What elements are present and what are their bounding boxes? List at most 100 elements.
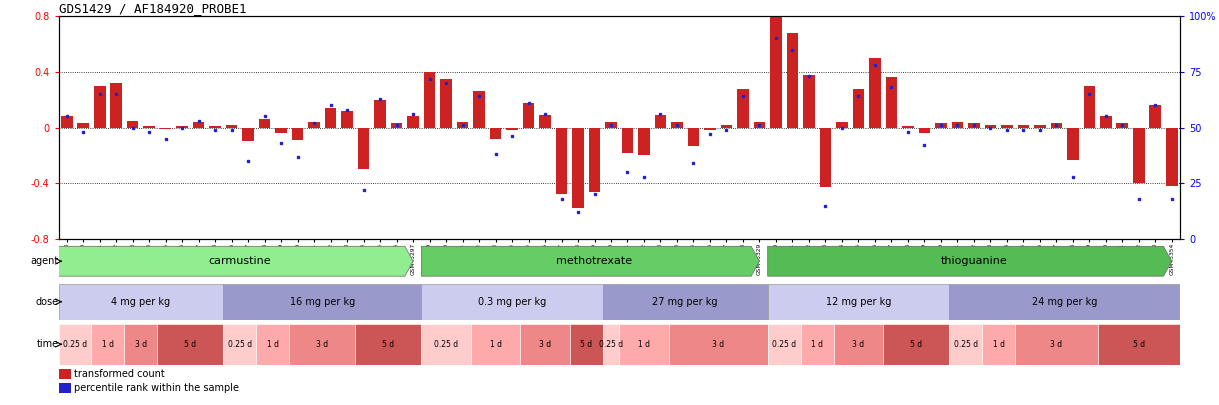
Text: dose: dose	[35, 297, 59, 307]
Bar	[157, 324, 223, 364]
Text: thioguanine: thioguanine	[941, 256, 1007, 266]
Bar	[753, 122, 766, 128]
Text: 1 d: 1 d	[638, 340, 650, 349]
Bar	[223, 284, 422, 320]
Bar	[786, 33, 798, 128]
Text: transformed count: transformed count	[74, 369, 165, 379]
Text: 0.25 d: 0.25 d	[228, 340, 252, 349]
Bar	[869, 58, 880, 128]
Bar	[539, 115, 551, 128]
Bar	[672, 122, 683, 128]
Bar	[952, 122, 963, 128]
Bar	[655, 115, 667, 128]
Bar	[1051, 124, 1062, 128]
Bar	[1034, 125, 1046, 128]
Bar	[422, 284, 602, 320]
Bar	[243, 128, 254, 141]
Text: 3 d: 3 d	[1051, 340, 1063, 349]
Bar	[606, 122, 617, 128]
FancyArrow shape	[59, 246, 413, 276]
Bar	[506, 128, 518, 130]
Text: 1 d: 1 d	[490, 340, 501, 349]
Text: 24 mg per kg: 24 mg per kg	[1031, 297, 1097, 307]
Bar	[193, 122, 205, 128]
Bar	[256, 324, 289, 364]
Bar	[440, 79, 452, 128]
Bar	[819, 128, 831, 188]
Text: 0.25 d: 0.25 d	[63, 340, 87, 349]
Bar	[473, 92, 485, 128]
Bar	[720, 125, 733, 128]
Text: 5 d: 5 d	[911, 340, 923, 349]
Text: GDS1429 / AF184920_PROBE1: GDS1429 / AF184920_PROBE1	[59, 2, 246, 15]
Bar	[985, 125, 996, 128]
Bar	[883, 324, 950, 364]
Bar	[1150, 105, 1160, 128]
Bar	[91, 324, 124, 364]
Bar	[852, 89, 864, 128]
Bar	[669, 324, 768, 364]
FancyArrow shape	[422, 246, 759, 276]
Bar	[705, 128, 716, 130]
Bar	[768, 324, 801, 364]
Text: 1 d: 1 d	[992, 340, 1004, 349]
Text: methotrexate: methotrexate	[556, 256, 633, 266]
Bar	[836, 122, 847, 128]
Text: 1 d: 1 d	[267, 340, 279, 349]
Bar	[59, 284, 223, 320]
Text: percentile rank within the sample: percentile rank within the sample	[74, 383, 239, 393]
Bar	[572, 128, 584, 208]
Bar	[341, 111, 354, 128]
Bar	[391, 124, 402, 128]
Bar	[223, 324, 256, 364]
Text: 0.25 d: 0.25 d	[434, 340, 458, 349]
Bar	[356, 324, 422, 364]
Bar	[902, 126, 914, 128]
Bar	[688, 128, 700, 146]
Bar	[521, 324, 569, 364]
Bar	[569, 324, 602, 364]
Text: 0.25 d: 0.25 d	[772, 340, 796, 349]
Text: 5 d: 5 d	[1132, 340, 1145, 349]
Text: 3 d: 3 d	[712, 340, 724, 349]
Text: 1 d: 1 d	[102, 340, 115, 349]
Text: 5 d: 5 d	[580, 340, 592, 349]
Text: 5 d: 5 d	[184, 340, 196, 349]
Bar	[1015, 324, 1097, 364]
FancyArrow shape	[768, 246, 1171, 276]
Bar	[59, 324, 91, 364]
Text: 3 d: 3 d	[135, 340, 147, 349]
Bar	[457, 122, 468, 128]
Bar	[1097, 324, 1180, 364]
Bar	[919, 128, 930, 133]
Bar	[803, 75, 814, 128]
Bar	[291, 128, 304, 140]
Text: 3 d: 3 d	[539, 340, 551, 349]
Bar	[950, 284, 1180, 320]
Bar	[770, 16, 781, 128]
Bar	[144, 126, 155, 128]
Bar	[78, 124, 89, 128]
Text: 4 mg per kg: 4 mg per kg	[111, 297, 171, 307]
Text: 0.25 d: 0.25 d	[599, 340, 623, 349]
Bar	[275, 128, 286, 133]
Bar	[177, 126, 188, 128]
Text: agent: agent	[30, 256, 59, 266]
Bar	[374, 100, 386, 128]
Bar	[61, 117, 73, 128]
Bar	[111, 83, 122, 128]
Bar	[422, 324, 471, 364]
Text: 1 d: 1 d	[811, 340, 823, 349]
Bar	[1100, 117, 1112, 128]
Text: 3 d: 3 d	[316, 340, 328, 349]
Bar	[589, 128, 600, 192]
Bar	[737, 89, 748, 128]
Bar	[639, 128, 650, 156]
Text: 3 d: 3 d	[852, 340, 864, 349]
Bar	[124, 324, 157, 364]
Bar	[127, 121, 139, 128]
Bar	[622, 128, 634, 153]
Bar	[1084, 86, 1095, 128]
Bar	[834, 324, 883, 364]
Bar	[556, 128, 567, 194]
